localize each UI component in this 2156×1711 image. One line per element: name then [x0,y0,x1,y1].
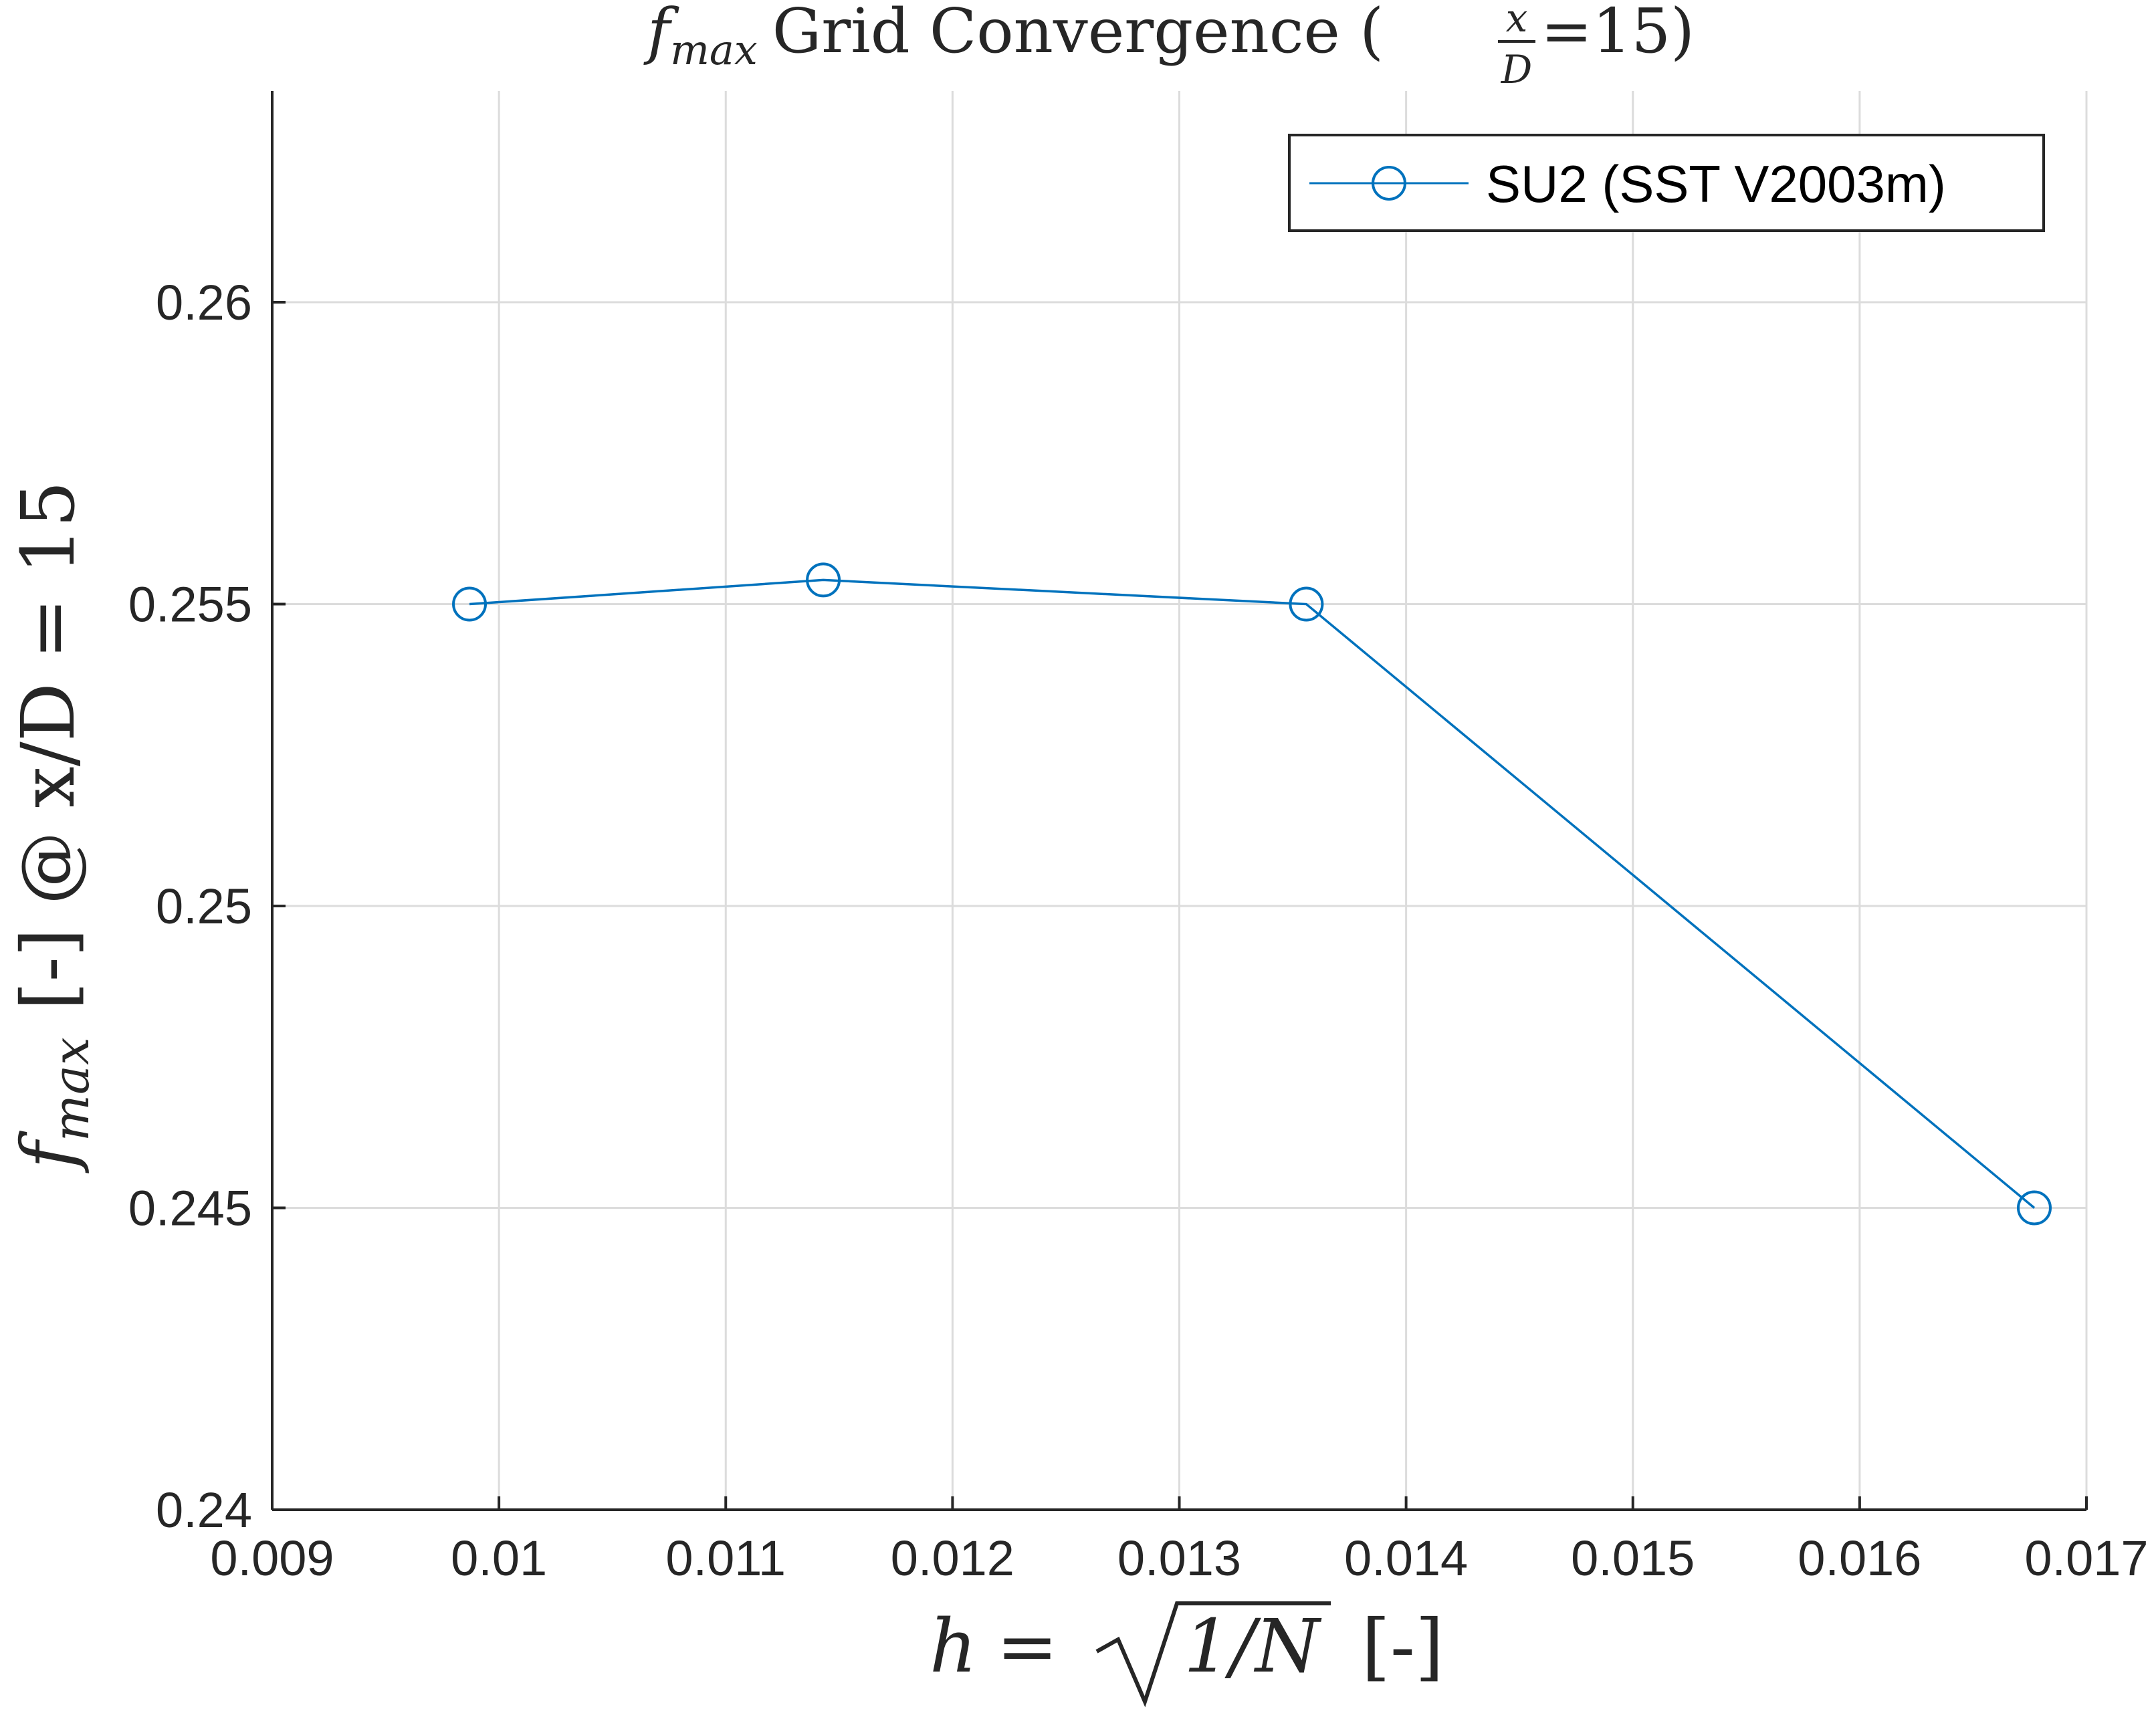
y-tick-labels: 0.24 0.245 0.25 0.255 0.26 [128,275,252,1538]
legend-series-marker [1372,166,1406,201]
x-tick-label: 0.016 [1798,1530,1921,1586]
x-axis-label: h = 1/N [-] [930,1601,1444,1708]
grid-lines [272,91,2088,1510]
y-tick-label: 0.24 [156,1482,252,1538]
series-line [469,578,2036,1209]
y-label-subscript: max [43,1037,100,1141]
x-tick-label: 0.009 [210,1530,334,1586]
legend-series-label: SU2 (SST V2003m) [1486,154,1946,213]
y-tick-label: 0.255 [128,577,252,633]
title-symbol-subscript: max [670,25,758,74]
y-axis-label: fmax[-] @ x/D = 15 [5,481,100,1173]
x-tick-labels: 0.009 0.01 0.011 0.012 0.013 0.014 0.015 0.016 0… [210,1530,2148,1586]
series [452,562,2052,1226]
data-point [1289,586,1324,622]
x-tick-label: 0.014 [1344,1530,1468,1586]
svg-text:fmax[-] @ x/D = 15: fmax[-] @ x/D = 15 [5,481,100,1173]
y-label-rest: [-] @ x/D = 15 [5,481,91,1010]
x-tick-label: 0.012 [891,1530,1014,1586]
legend: SU2 (SST V2003m) [1288,134,2045,232]
x-tick-label: 0.01 [451,1530,547,1586]
y-tick-label: 0.245 [128,1181,252,1236]
chart-title: fmax Grid Convergence ( x D =15) [643,0,1695,92]
title-fraction-numerator: x [1506,0,1528,41]
x-tick-label: 0.011 [665,1530,786,1586]
x-tick-label: 0.017 [2024,1530,2148,1586]
data-point [2017,1190,2052,1226]
data-point [452,586,488,622]
title-fraction-denominator: D [1501,47,1533,92]
x-tick-label: 0.015 [1571,1530,1695,1586]
axes [271,91,2088,1511]
x-label-equals: = [996,1603,1058,1689]
sqrt-symbol [1095,1601,1331,1708]
data-point [806,562,841,598]
x-label-lhs: h [930,1603,977,1689]
title-tail: =15) [1541,0,1695,67]
y-tick-label: 0.25 [156,879,252,934]
x-tick-label: 0.013 [1117,1530,1241,1586]
x-label-radicand: 1/N [1184,1603,1322,1689]
y-tick-label: 0.26 [156,275,252,330]
title-middle: Grid Convergence ( [772,0,1384,67]
x-label-unit: [-] [1362,1603,1444,1689]
